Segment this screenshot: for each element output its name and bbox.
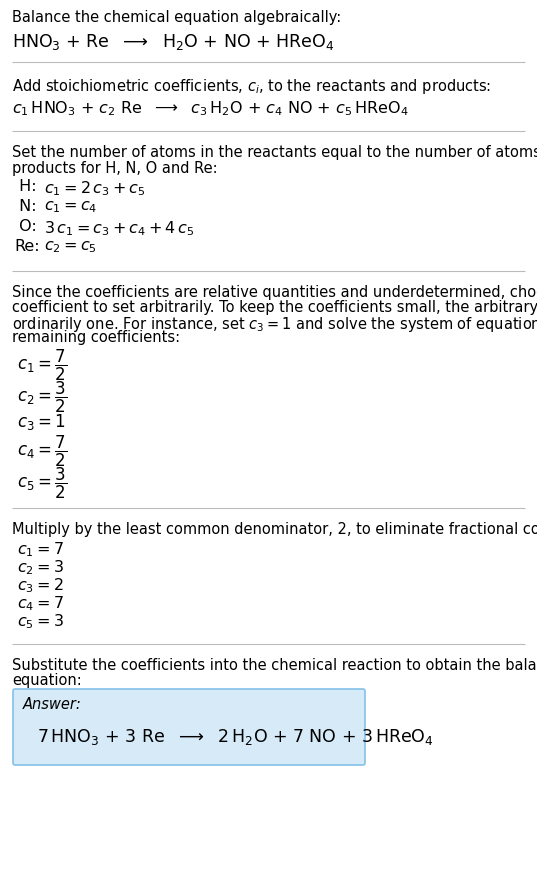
FancyBboxPatch shape xyxy=(13,689,365,765)
Text: $c_5 = \dfrac{3}{2}$: $c_5 = \dfrac{3}{2}$ xyxy=(17,466,67,502)
Text: $c_4 = 7$: $c_4 = 7$ xyxy=(17,594,64,612)
Text: N:: N: xyxy=(14,199,37,214)
Text: Substitute the coefficients into the chemical reaction to obtain the balanced: Substitute the coefficients into the che… xyxy=(12,658,537,673)
Text: $c_1 = 7$: $c_1 = 7$ xyxy=(17,540,64,559)
Text: coefficient to set arbitrarily. To keep the coefficients small, the arbitrary va: coefficient to set arbitrarily. To keep … xyxy=(12,300,537,315)
Text: $7\,\mathregular{HNO_3}$ + 3 Re  $\longrightarrow$  $2\,\mathregular{H_2O}$ + 7 : $7\,\mathregular{HNO_3}$ + 3 Re $\longri… xyxy=(37,727,434,747)
Text: products for H, N, O and Re:: products for H, N, O and Re: xyxy=(12,161,217,176)
Text: $3\,c_1 = c_3 + c_4 + 4\,c_5$: $3\,c_1 = c_3 + c_4 + 4\,c_5$ xyxy=(44,219,194,238)
Text: H:: H: xyxy=(14,179,37,194)
Text: O:: O: xyxy=(14,219,37,234)
Text: Answer:: Answer: xyxy=(23,697,82,712)
Text: remaining coefficients:: remaining coefficients: xyxy=(12,330,180,345)
Text: $c_5 = 3$: $c_5 = 3$ xyxy=(17,612,64,631)
Text: $c_1\,\mathregular{HNO_3}$ + $c_2$ Re  $\longrightarrow$  $c_3\,\mathregular{H_2: $c_1\,\mathregular{HNO_3}$ + $c_2$ Re $\… xyxy=(12,99,409,118)
Text: Balance the chemical equation algebraically:: Balance the chemical equation algebraica… xyxy=(12,10,341,25)
Text: $c_2 = c_5$: $c_2 = c_5$ xyxy=(44,239,97,254)
Text: Add stoichiometric coefficients, $c_i$, to the reactants and products:: Add stoichiometric coefficients, $c_i$, … xyxy=(12,77,491,96)
Text: $c_1 = \dfrac{7}{2}$: $c_1 = \dfrac{7}{2}$ xyxy=(17,348,67,383)
Text: Since the coefficients are relative quantities and underdetermined, choose a: Since the coefficients are relative quan… xyxy=(12,285,537,300)
Text: $c_2 = \dfrac{3}{2}$: $c_2 = \dfrac{3}{2}$ xyxy=(17,380,67,415)
Text: $c_1 = c_4$: $c_1 = c_4$ xyxy=(44,199,97,215)
Text: $c_3 = 1$: $c_3 = 1$ xyxy=(17,412,66,432)
Text: $c_2 = 3$: $c_2 = 3$ xyxy=(17,558,64,576)
Text: Set the number of atoms in the reactants equal to the number of atoms in the: Set the number of atoms in the reactants… xyxy=(12,145,537,160)
Text: ordinarily one. For instance, set $c_3 = 1$ and solve the system of equations fo: ordinarily one. For instance, set $c_3 =… xyxy=(12,315,537,334)
Text: $\mathregular{HNO_3}$ + Re  $\longrightarrow$  $\mathregular{H_2O}$ + NO + $\mat: $\mathregular{HNO_3}$ + Re $\longrightar… xyxy=(12,32,334,52)
Text: Multiply by the least common denominator, 2, to eliminate fractional coefficient: Multiply by the least common denominator… xyxy=(12,522,537,537)
Text: $c_3 = 2$: $c_3 = 2$ xyxy=(17,576,63,595)
Text: $c_1 = 2\,c_3 + c_5$: $c_1 = 2\,c_3 + c_5$ xyxy=(44,179,146,198)
Text: $c_4 = \dfrac{7}{2}$: $c_4 = \dfrac{7}{2}$ xyxy=(17,434,67,469)
Text: equation:: equation: xyxy=(12,673,82,688)
Text: Re:: Re: xyxy=(14,239,40,254)
